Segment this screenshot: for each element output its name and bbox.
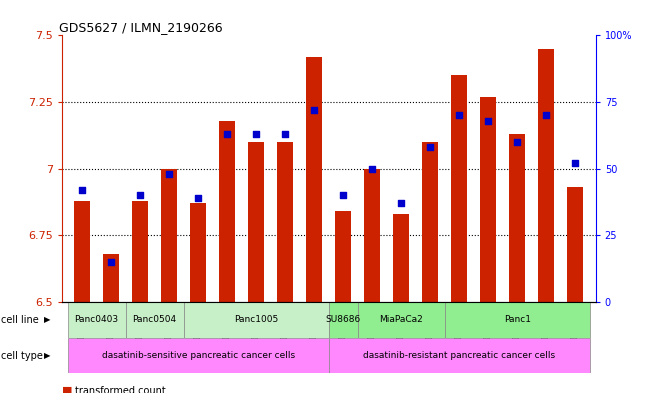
Text: dasatinib-resistant pancreatic cancer cells: dasatinib-resistant pancreatic cancer ce… [363,351,555,360]
Bar [451,75,467,302]
Point [454,112,465,119]
Bar [190,204,206,302]
Point [135,192,145,198]
Bar [445,302,590,338]
Text: SU8686: SU8686 [326,316,361,325]
Bar [335,211,352,302]
Point [309,107,320,113]
Bar [509,134,525,302]
Text: ▶: ▶ [44,316,51,325]
Point [367,165,378,172]
Bar [74,201,90,302]
Bar [68,338,329,373]
Point [280,131,290,137]
Text: cell type: cell type [1,351,42,360]
Bar [277,142,293,302]
Bar [329,338,590,373]
Bar [365,169,380,302]
Bar [568,187,583,302]
Bar [480,97,496,302]
Bar [132,201,148,302]
Bar [422,142,438,302]
Point [512,139,523,145]
Bar [358,302,445,338]
Text: Panc1005: Panc1005 [234,316,279,325]
Text: Panc0504: Panc0504 [133,316,176,325]
Point [251,131,262,137]
Text: Panc1: Panc1 [504,316,531,325]
Point [164,171,174,177]
Text: GDS5627 / ILMN_2190266: GDS5627 / ILMN_2190266 [59,21,223,34]
Point [541,112,551,119]
Text: ▶: ▶ [44,351,51,360]
Bar [104,254,119,302]
Bar [219,121,235,302]
Point [222,131,232,137]
Bar [306,57,322,302]
Bar [393,214,409,302]
Point [425,144,436,151]
Point [77,187,87,193]
Text: dasatinib-sensitive pancreatic cancer cells: dasatinib-sensitive pancreatic cancer ce… [102,351,295,360]
Bar [68,302,126,338]
Point [396,200,406,207]
Point [483,118,493,124]
Bar [329,302,358,338]
Point [338,192,348,198]
Text: MiaPaCa2: MiaPaCa2 [380,316,423,325]
Bar [184,302,329,338]
Text: Panc0403: Panc0403 [75,316,118,325]
Bar [248,142,264,302]
Point [193,195,203,201]
Text: ■: ■ [62,386,72,393]
Bar [161,169,177,302]
Bar [538,49,554,302]
Point [106,259,117,265]
Text: transformed count: transformed count [75,386,165,393]
Point [570,160,581,167]
Bar [126,302,184,338]
Text: cell line: cell line [1,315,38,325]
